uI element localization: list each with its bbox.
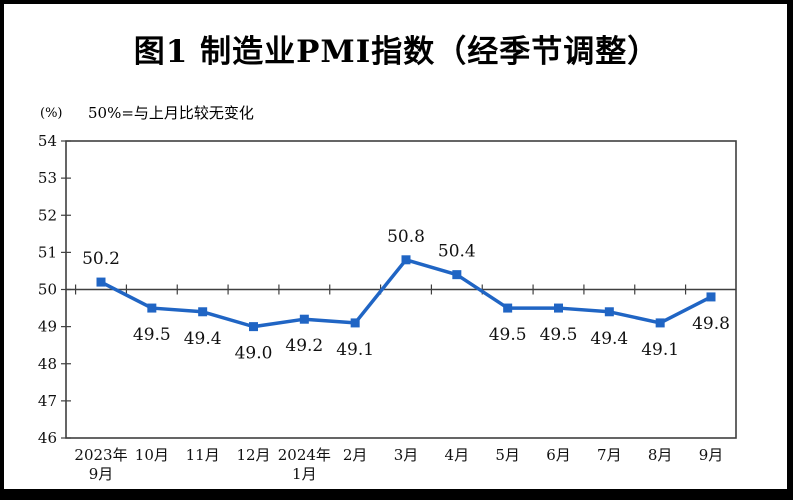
data-point-label: 50.2: [82, 249, 120, 269]
data-point-label: 49.4: [590, 329, 628, 349]
x-tick-label: 4月: [445, 446, 470, 464]
y-tick-label: 53: [38, 169, 57, 187]
y-axis-unit-label: (%): [40, 106, 63, 121]
y-tick-label: 48: [38, 355, 57, 373]
x-tick-label: 5月: [495, 446, 520, 464]
data-point-marker: [350, 318, 360, 328]
x-tick-label: 2月: [343, 446, 368, 464]
data-point-marker: [706, 292, 716, 302]
y-tick-label: 47: [38, 392, 57, 410]
y-tick-label: 46: [38, 429, 57, 447]
data-point-label: 49.2: [285, 336, 323, 356]
data-point-marker: [655, 318, 665, 328]
data-point-marker: [401, 255, 411, 265]
data-point-label: 49.5: [489, 325, 527, 345]
data-point-marker: [96, 277, 106, 287]
data-point-label: 49.5: [133, 325, 171, 345]
data-point-label: 49.4: [184, 329, 222, 349]
data-point-label: 49.5: [540, 325, 578, 345]
data-point-label: 49.8: [692, 314, 730, 334]
y-tick-label: 52: [38, 206, 57, 224]
reference-note: 50%=与上月比较无变化: [88, 104, 254, 122]
data-point-marker: [452, 270, 462, 280]
x-tick-label: 9月: [699, 446, 724, 464]
pmi-line: [100, 258, 712, 329]
y-tick-label: 54: [38, 132, 57, 150]
data-point-marker: [299, 314, 309, 324]
x-tick-label: 7月: [597, 446, 622, 464]
data-point-label: 50.8: [387, 227, 425, 247]
data-point-marker: [554, 303, 563, 313]
chart-title: 图1 制造业PMI指数（经季节调整）: [133, 34, 660, 70]
y-tick-label: 51: [38, 243, 57, 261]
data-point-marker: [198, 307, 208, 317]
x-tick-label: 1月: [292, 465, 317, 483]
x-tick-label: 2024年: [278, 446, 331, 464]
y-tick-label: 50: [38, 281, 57, 299]
data-point-label: 50.4: [438, 242, 476, 262]
data-point-marker: [147, 303, 157, 313]
x-tick-label: 11月: [186, 446, 220, 464]
data-point-marker: [249, 322, 258, 332]
x-tick-label: 2023年: [74, 446, 127, 464]
x-tick-label: 9月: [89, 465, 114, 483]
y-tick-label: 49: [38, 318, 57, 336]
x-tick-label: 3月: [394, 446, 419, 464]
x-tick-label: 6月: [546, 446, 571, 464]
data-point-label: 49.1: [336, 340, 374, 360]
data-point-label: 49.1: [641, 340, 679, 360]
x-tick-label: 12月: [236, 446, 270, 464]
data-point-marker: [503, 303, 513, 313]
x-tick-label: 8月: [648, 446, 673, 464]
data-point-marker: [604, 307, 614, 317]
x-tick-label: 10月: [135, 446, 169, 464]
data-point-label: 49.0: [235, 344, 273, 364]
